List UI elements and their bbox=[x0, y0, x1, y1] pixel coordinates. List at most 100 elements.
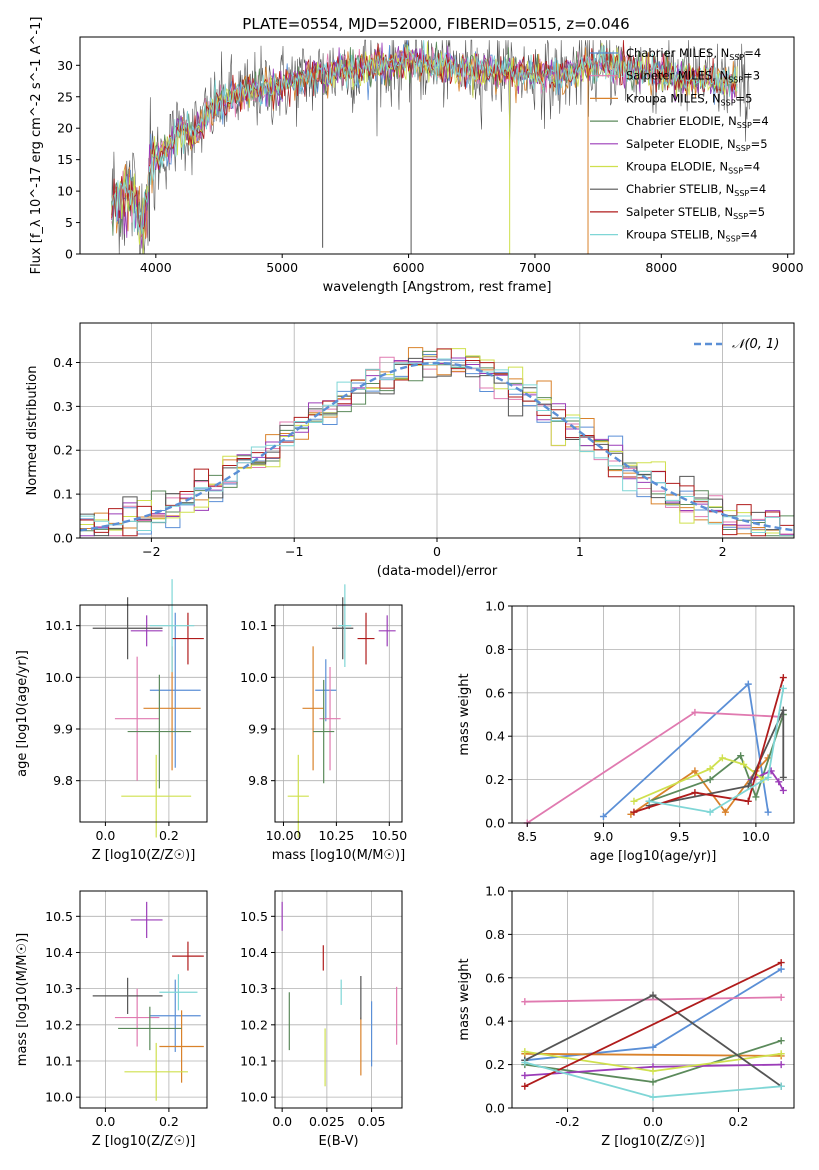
age-vs-Z-plot-frame bbox=[79, 604, 208, 823]
mass-weight-vs-age-series-9-line bbox=[649, 688, 785, 814]
spectrum-x-tick-label: 6000 bbox=[393, 260, 425, 275]
mass-weight-vs-Z-series-6-marker bbox=[649, 1067, 657, 1075]
age-vs-mass-y-tick-label: 9.8 bbox=[248, 773, 268, 788]
spectrum-y-tick-label: 20 bbox=[57, 121, 73, 136]
legend-label-4: Chabrier ELODIE, NSSP=4 bbox=[626, 114, 769, 130]
mass-vs-Z-y-tick-label: 10.4 bbox=[45, 945, 73, 960]
age-vs-Z-y-tick-label: 10.1 bbox=[45, 618, 73, 633]
mass-vs-EBV-x-tick-label: 0.0 bbox=[272, 1114, 292, 1129]
spectrum-x-axis-label: wavelength [Angstrom, rest frame] bbox=[323, 280, 552, 295]
mass-weight-vs-Z-series-9-marker bbox=[521, 1058, 529, 1066]
mass-vs-Z-x-tick-label: 0.2 bbox=[159, 1114, 179, 1129]
mass-weight-vs-Z-x-tick-label: 0.0 bbox=[643, 1114, 663, 1129]
mass-weight-vs-age-series-7-marker bbox=[779, 706, 787, 714]
mass-weight-vs-age-series-7-line bbox=[649, 709, 785, 807]
mass-weight-vs-age-series-2-marker bbox=[691, 708, 699, 716]
residuals-x-tick-label: 1 bbox=[576, 544, 584, 559]
mass-weight-vs-age-series-4-marker bbox=[752, 793, 760, 801]
mass-weight-vs-age-series-5-marker bbox=[775, 778, 783, 786]
residuals-x-tick-label: 0 bbox=[433, 544, 441, 559]
mass-weight-vs-Z-series-8-marker bbox=[521, 1082, 529, 1090]
legend-label-2: Salpeter MILES, NSSP=3 bbox=[626, 69, 760, 85]
mass-weight-vs-Z-series-7-marker bbox=[649, 991, 657, 999]
residuals-y-tick-label: 0.2 bbox=[53, 443, 73, 458]
residual-histogram-series-7 bbox=[80, 357, 794, 537]
legend-label-5: Salpeter ELODIE, NSSP=5 bbox=[626, 137, 768, 153]
age-vs-mass-x-axis-label: mass [log10(M/M☉)] bbox=[272, 848, 405, 863]
spectrum-y-tick-label: 30 bbox=[57, 58, 73, 73]
mass-weight-vs-age-series-5-marker bbox=[779, 786, 787, 794]
mass-weight-vs-age-series-8-line bbox=[633, 677, 785, 813]
mass-weight-vs-Z-series-4-marker bbox=[649, 1078, 657, 1086]
mass-weight-vs-age-series-1-line bbox=[602, 682, 769, 818]
age-vs-Z-x-tick-label: 0.2 bbox=[159, 828, 179, 843]
mass-weight-vs-Z-series-8-line bbox=[524, 961, 782, 1088]
mass-vs-EBV-y-tick-label: 10.4 bbox=[240, 945, 268, 960]
mass-weight-vs-Z-series-4-marker bbox=[777, 1037, 785, 1045]
mass-vs-EBV-x-axis-label: E(B-V) bbox=[318, 1134, 358, 1149]
mass-weight-vs-age-y-axis-label: mass weight bbox=[457, 673, 472, 755]
mass-weight-vs-Z-series-9-marker bbox=[649, 1093, 657, 1101]
mass-weight-vs-age-series-8-marker bbox=[630, 808, 638, 816]
mass-weight-vs-Z-series-5-marker bbox=[777, 1061, 785, 1069]
mass-weight-vs-Z-y-tick-label: 0.6 bbox=[485, 970, 505, 985]
mass-weight-vs-Z-y-axis-label: mass weight bbox=[457, 958, 472, 1040]
mass-weight-vs-age-x-tick-label: 9.5 bbox=[670, 829, 690, 844]
spectrum-x-tick-label: 7000 bbox=[519, 260, 551, 275]
mass-weight-vs-Z-series-1-marker bbox=[777, 965, 785, 973]
mass-weight-vs-age-series-3-marker bbox=[691, 767, 699, 775]
residuals-y-tick-label: 0.4 bbox=[53, 355, 73, 370]
mass-weight-vs-age-series-6-marker bbox=[718, 754, 726, 762]
age-vs-Z-y-tick-label: 9.8 bbox=[53, 773, 73, 788]
mass-weight-vs-age-y-tick-label: 1.0 bbox=[485, 599, 505, 614]
age-vs-Z-y-tick-label: 9.9 bbox=[53, 722, 73, 737]
legend-label-1: Chabrier MILES, NSSP=4 bbox=[626, 46, 761, 62]
spectrum-y-tick-label: 25 bbox=[57, 89, 73, 104]
mass-weight-vs-age-series-4-marker bbox=[706, 776, 714, 784]
spectrum-x-tick-label: 5000 bbox=[266, 260, 298, 275]
mass-vs-EBV-y-tick-label: 10.2 bbox=[240, 1017, 268, 1032]
spectrum-y-tick-label: 10 bbox=[57, 184, 73, 199]
mass-weight-vs-Z-x-tick-label: -0.2 bbox=[555, 1114, 579, 1129]
mass-vs-Z-y-tick-label: 10.5 bbox=[45, 909, 73, 924]
mass-weight-vs-age-y-tick-label: 0.0 bbox=[485, 816, 505, 831]
mass-weight-vs-age-series-7-marker bbox=[779, 773, 787, 781]
mass-weight-vs-Z-y-tick-label: 0.4 bbox=[485, 1014, 505, 1029]
spectrum-y-tick-label: 15 bbox=[57, 152, 73, 167]
mass-weight-vs-Z-series-2-marker bbox=[521, 998, 529, 1006]
mass-weight-vs-age-y-tick-label: 0.2 bbox=[485, 772, 505, 787]
legend-label-9: Kroupa STELIB, NSSP=4 bbox=[626, 228, 757, 244]
mass-weight-vs-age-series-6-marker bbox=[630, 797, 638, 805]
age-vs-mass-x-tick-label: 10.00 bbox=[266, 828, 302, 843]
mass-vs-EBV-y-tick-label: 10.5 bbox=[240, 909, 268, 924]
residuals-y-tick-label: 0.0 bbox=[53, 531, 73, 546]
mass-vs-Z-y-tick-label: 10.2 bbox=[45, 1017, 73, 1032]
mass-weight-vs-age-series-4-marker bbox=[737, 752, 745, 760]
mass-vs-EBV-plot-frame bbox=[274, 890, 403, 1109]
mass-weight-vs-Z-y-tick-label: 1.0 bbox=[485, 884, 505, 899]
mass-weight-vs-age-x-tick-label: 9.0 bbox=[594, 829, 614, 844]
mass-weight-vs-Z-series-9-marker bbox=[777, 1082, 785, 1090]
residual-histogram-series-3 bbox=[80, 347, 794, 537]
mass-weight-vs-Z-series-2-line bbox=[524, 996, 782, 1003]
mass-weight-vs-age-plot-frame bbox=[511, 605, 795, 824]
mass-weight-vs-Z-x-tick-label: 0.2 bbox=[729, 1114, 749, 1129]
mass-vs-EBV-x-tick-label: 0.025 bbox=[309, 1114, 345, 1129]
spectrum-y-axis-label: Flux [f_λ 10^-17 erg cm^-2 s^-1 A^-1] bbox=[29, 17, 44, 275]
age-vs-mass-plot-frame bbox=[274, 604, 403, 823]
age-vs-mass-y-tick-label: 9.9 bbox=[248, 722, 268, 737]
mass-vs-Z-x-axis-label: Z [log10(Z/Z☉)] bbox=[92, 1134, 196, 1149]
mass-weight-vs-age-series-6-marker bbox=[706, 765, 714, 773]
mass-vs-EBV-y-tick-label: 10.0 bbox=[240, 1090, 268, 1105]
residuals-x-tick-label: −2 bbox=[142, 544, 160, 559]
residuals-y-tick-label: 0.1 bbox=[53, 487, 73, 502]
legend-label-7: Chabrier STELIB, NSSP=4 bbox=[626, 182, 766, 198]
age-vs-mass-y-tick-label: 10.1 bbox=[240, 618, 268, 633]
mass-weight-vs-Z-y-tick-label: 0.8 bbox=[485, 927, 505, 942]
mass-weight-vs-Z-series-6-marker bbox=[777, 1050, 785, 1058]
residual-histogram-series-9 bbox=[80, 358, 794, 537]
mass-vs-Z-y-axis-label: mass [log10(M/M☉)] bbox=[15, 933, 30, 1066]
mass-weight-vs-age-series-8-marker bbox=[744, 797, 752, 805]
normal-legend-label: 𝒩(0, 1) bbox=[732, 337, 779, 352]
